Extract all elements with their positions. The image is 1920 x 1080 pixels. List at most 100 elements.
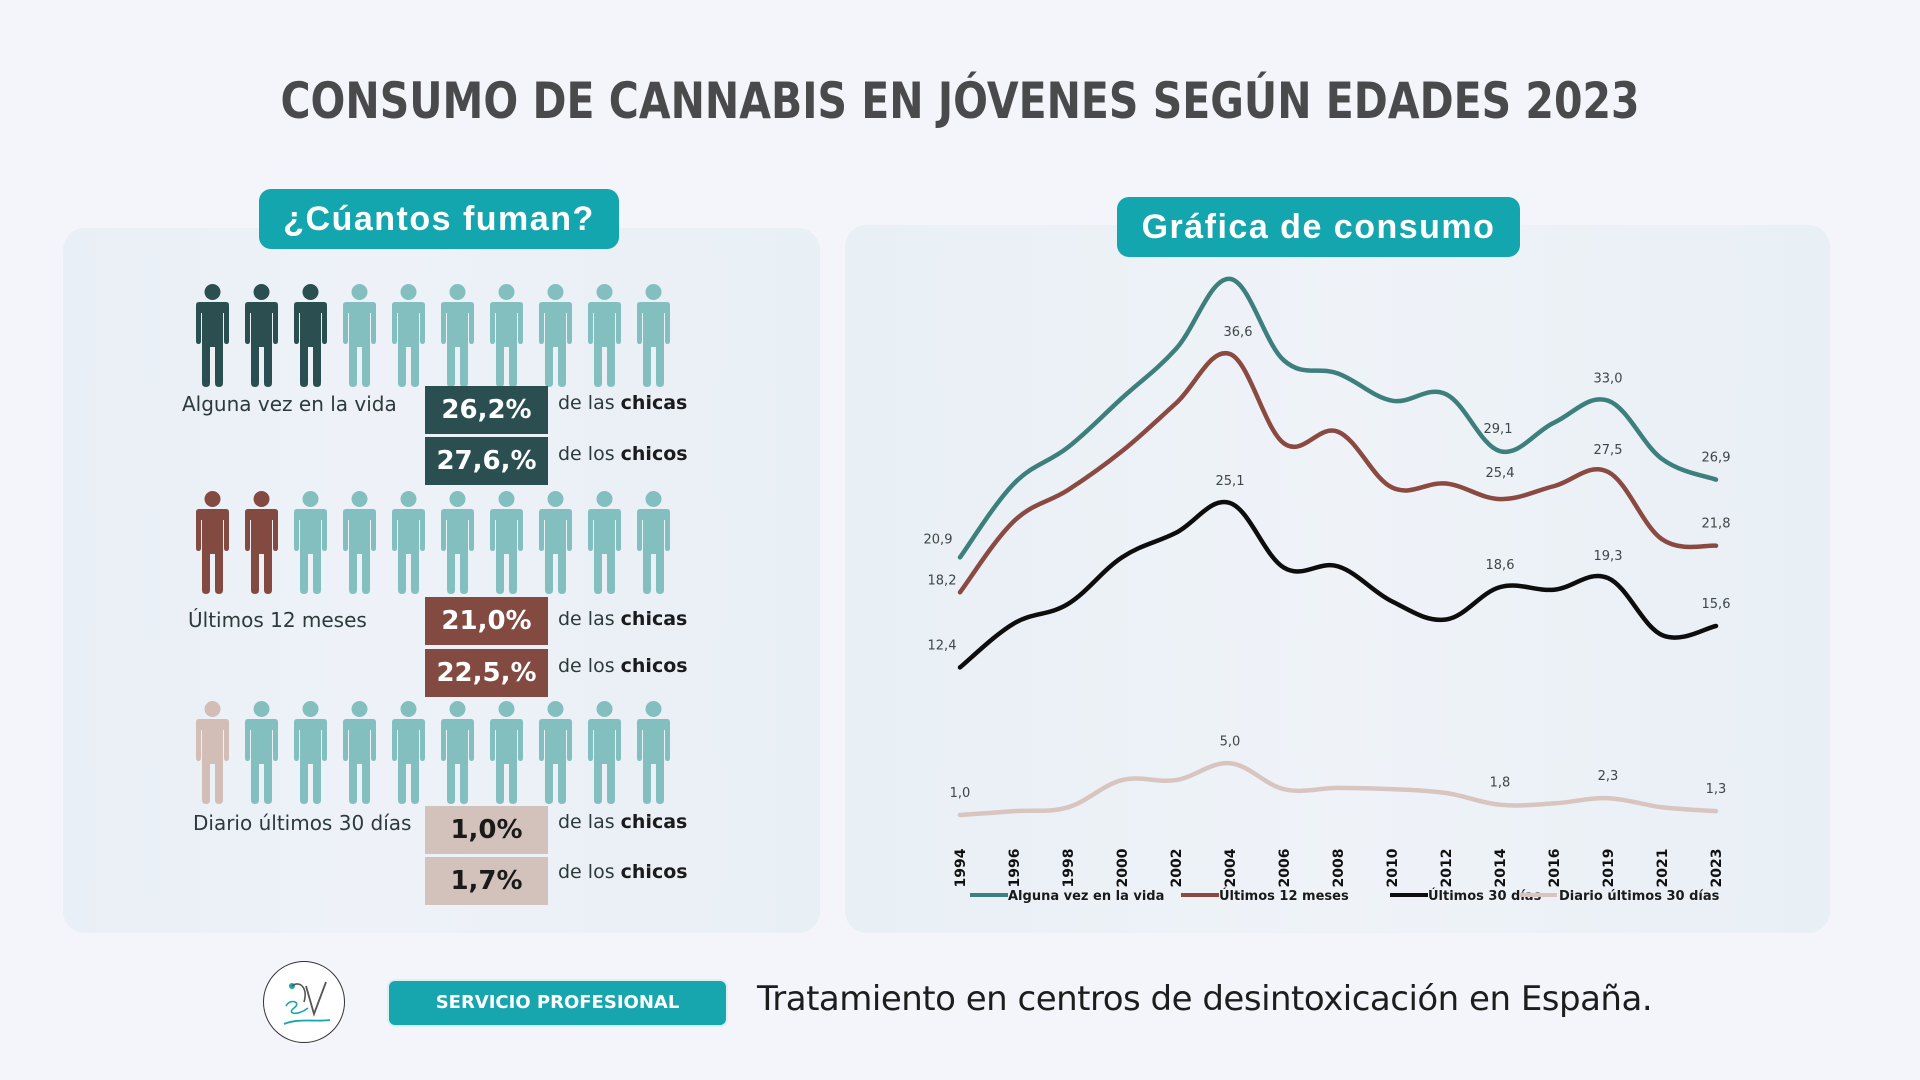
person-icon bbox=[490, 701, 523, 804]
data-label: 20,9 bbox=[924, 532, 953, 547]
person-icon bbox=[539, 701, 572, 804]
data-label: 21,8 bbox=[1702, 517, 1731, 532]
boys-prefix: de los bbox=[558, 861, 615, 883]
legend-label: Últimos 30 días bbox=[1428, 888, 1542, 904]
person-icon bbox=[588, 701, 621, 804]
girls-prefix: de las bbox=[558, 392, 615, 414]
girls-caption-daily-30-days: de las chicas bbox=[558, 811, 687, 833]
boys-prefix: de los bbox=[558, 443, 615, 465]
data-label: 25,4 bbox=[1486, 466, 1515, 481]
right-panel bbox=[845, 225, 1830, 933]
person-icon bbox=[441, 284, 474, 387]
group-label-12-months: Últimos 12 meses bbox=[188, 608, 367, 632]
data-label: 33,0 bbox=[1594, 372, 1623, 387]
boys-caption-12-months: de los chicos bbox=[558, 655, 688, 677]
x-tick-label: 2023 bbox=[1709, 849, 1725, 888]
series-line-1 bbox=[957, 350, 1719, 595]
boys-value-box-daily-30-days: 1,7% bbox=[425, 857, 548, 905]
data-label: 12,4 bbox=[928, 638, 957, 653]
girls-prefix: de las bbox=[558, 608, 615, 630]
series-layer bbox=[957, 276, 1719, 818]
legend-item: Últimos 12 meses bbox=[1181, 888, 1349, 904]
x-tick-label: 1998 bbox=[1061, 849, 1077, 888]
people-row-lifetime bbox=[188, 283, 678, 387]
person-icon bbox=[294, 701, 327, 804]
people-row-daily-30-days bbox=[188, 700, 678, 804]
x-tick-label: 2016 bbox=[1547, 849, 1563, 888]
x-tick-label: 2010 bbox=[1385, 848, 1401, 887]
person-icon bbox=[539, 491, 572, 594]
professional-service-button[interactable]: SERVICIO PROFESIONAL bbox=[389, 981, 726, 1025]
girls-value-box-daily-30-days: 1,0% bbox=[425, 806, 548, 854]
girls-word: chicas bbox=[620, 392, 688, 414]
boys-word: chicos bbox=[620, 861, 688, 883]
data-label: 18,6 bbox=[1486, 558, 1515, 573]
consumption-chart-heading: Gráfica de consumo bbox=[1117, 197, 1520, 257]
group-label-daily-30-days: Diario últimos 30 días bbox=[193, 811, 412, 835]
boys-word: chicos bbox=[620, 655, 688, 677]
person-icon-highlighted bbox=[245, 491, 278, 594]
girls-value-box-12-months: 21,0% bbox=[425, 597, 548, 645]
person-icon bbox=[637, 701, 670, 804]
data-labels-layer: 20,9 29,1 33,0 26,9 18,2 36,6 25,4 27,5 21,8 12,4… bbox=[924, 325, 1731, 801]
person-icon bbox=[588, 491, 621, 594]
boys-prefix: de los bbox=[558, 655, 615, 677]
person-icon-highlighted bbox=[196, 491, 229, 594]
person-icon bbox=[392, 284, 425, 387]
legend-item: Diario últimos 30 días bbox=[1519, 889, 1720, 904]
data-label: 29,1 bbox=[1484, 422, 1513, 437]
person-icon bbox=[637, 284, 670, 387]
data-label: 25,1 bbox=[1216, 474, 1245, 489]
boys-caption-lifetime: de los chicos bbox=[558, 443, 688, 465]
x-axis: 1994 1996 1998 2000 2002 2004 2006 2008 2010 2012… bbox=[953, 848, 1725, 887]
data-label: 2,3 bbox=[1598, 769, 1619, 784]
person-icon bbox=[245, 701, 278, 804]
person-icon bbox=[392, 491, 425, 594]
data-label: 27,5 bbox=[1594, 443, 1623, 458]
boys-word: chicos bbox=[620, 443, 688, 465]
x-tick-label: 1996 bbox=[1007, 849, 1023, 888]
legend-item: Últimos 30 días bbox=[1390, 888, 1542, 904]
person-icon bbox=[294, 491, 327, 594]
x-tick-label: 2008 bbox=[1331, 849, 1347, 888]
person-icon bbox=[637, 491, 670, 594]
person-icon bbox=[343, 701, 376, 804]
data-label: 19,3 bbox=[1594, 549, 1623, 564]
legend: Alguna vez en la vida Últimos 12 meses Últ… bbox=[970, 888, 1720, 904]
person-icon bbox=[588, 284, 621, 387]
x-tick-label: 2019 bbox=[1601, 849, 1617, 888]
girls-word: chicas bbox=[620, 608, 688, 630]
person-icon-highlighted bbox=[196, 284, 229, 387]
people-row-12-months bbox=[188, 490, 678, 594]
x-tick-label: 2006 bbox=[1277, 849, 1293, 888]
x-tick-label: 2000 bbox=[1115, 848, 1131, 887]
x-tick-label: 2014 bbox=[1493, 848, 1509, 887]
data-label: 1,3 bbox=[1706, 782, 1727, 797]
person-icon bbox=[392, 701, 425, 804]
consumption-line-chart: 20,9 29,1 33,0 26,9 18,2 36,6 25,4 27,5 21,8 12,4… bbox=[924, 276, 1731, 904]
legend-label: Diario últimos 30 días bbox=[1559, 889, 1720, 904]
x-tick-label: 2004 bbox=[1223, 848, 1239, 887]
girls-caption-12-months: de las chicas bbox=[558, 608, 687, 630]
series-line-0 bbox=[957, 276, 1719, 560]
legend-label: Últimos 12 meses bbox=[1219, 888, 1349, 904]
brand-logo-icon bbox=[263, 961, 345, 1043]
legend-label: Alguna vez en la vida bbox=[1008, 889, 1164, 904]
data-label: 1,8 bbox=[1490, 776, 1511, 791]
girls-word: chicas bbox=[620, 811, 688, 833]
person-icon-highlighted bbox=[294, 284, 327, 387]
person-icon bbox=[490, 284, 523, 387]
person-icon bbox=[343, 491, 376, 594]
x-tick-label: 2012 bbox=[1439, 849, 1455, 888]
person-icon-highlighted bbox=[245, 284, 278, 387]
person-icon bbox=[539, 284, 572, 387]
boys-value-box-lifetime: 27,6,% bbox=[425, 437, 548, 485]
page-title: CONSUMO DE CANNABIS EN JÓVENES SEGÚN EDA… bbox=[280, 72, 1640, 130]
data-label: 26,9 bbox=[1702, 451, 1731, 466]
person-icon-highlighted bbox=[196, 701, 229, 804]
x-tick-label: 1994 bbox=[953, 848, 969, 887]
data-label: 1,0 bbox=[950, 786, 971, 801]
girls-value-box-lifetime: 26,2% bbox=[425, 386, 548, 434]
x-tick-label: 2021 bbox=[1655, 849, 1671, 888]
how-many-smoke-heading: ¿Cúantos fuman? bbox=[259, 189, 619, 249]
